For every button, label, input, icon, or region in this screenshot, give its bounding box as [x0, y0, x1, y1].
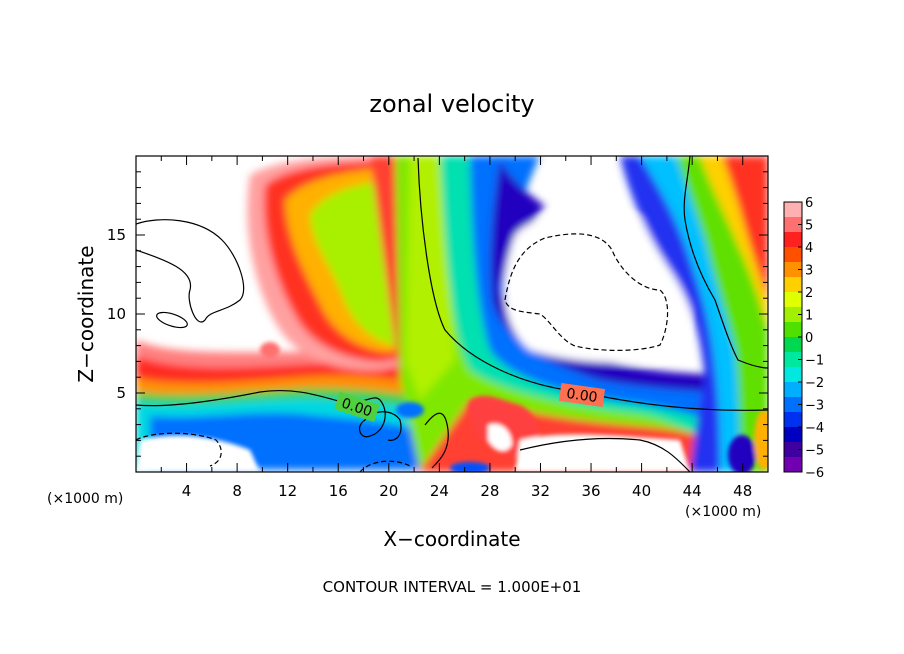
field-detail-layer [136, 342, 768, 472]
colorbar-label: −1 [805, 354, 824, 369]
contour-zero [683, 156, 768, 369]
contour-label-bg [334, 391, 380, 423]
x-tick-label: 40 [632, 482, 651, 500]
y-axis-label: Z−coordinate [74, 245, 98, 382]
colorbar-label: −6 [805, 466, 824, 481]
field-band [722, 156, 768, 300]
field-blob [396, 402, 424, 418]
colorbar-label: 0 [805, 331, 813, 346]
colorbar-label: 2 [805, 286, 813, 301]
contour-label: 0.00 [565, 386, 598, 406]
colorbar-swatch [784, 262, 802, 278]
colorbar-swatch [784, 367, 802, 383]
field-band [440, 156, 768, 470]
y-axis: 5 10 15 [107, 171, 768, 457]
x-tick-label: 36 [581, 482, 600, 500]
contour-positive [136, 219, 245, 323]
y-tick-label: 15 [107, 226, 126, 244]
contour-negative [504, 233, 669, 351]
field-blob [728, 435, 756, 472]
x-tick-label: 28 [480, 482, 499, 500]
chart-title: zonal velocity [369, 90, 534, 118]
colorbar-swatch [784, 277, 802, 293]
colorbar-swatch [784, 247, 802, 263]
x-unit-right: (×1000 m) [685, 504, 761, 520]
velocity-field: 0.00 0.00 [136, 156, 768, 472]
x-tick-label: 48 [733, 482, 752, 500]
y-tick-label: 5 [116, 384, 126, 402]
colorbar-swatch [784, 397, 802, 413]
colorbar-swatch [784, 322, 802, 338]
x-tick-label: 44 [683, 482, 702, 500]
field-blob [260, 342, 280, 358]
contour-label-bg [558, 383, 606, 407]
contour-positive [519, 437, 691, 472]
y-tick-label: 10 [107, 305, 126, 323]
colorbar-swatch [784, 457, 802, 473]
colorbar-label: 5 [805, 219, 813, 234]
colorbar-swatch [784, 217, 802, 233]
contour-negative [359, 460, 411, 472]
colorbar-label: 4 [805, 241, 813, 256]
colorbar-swatch [784, 412, 802, 428]
colorbar-swatch [784, 427, 802, 443]
field-blob [488, 423, 512, 452]
x-tick-label: 32 [531, 482, 550, 500]
colorbar-swatch [784, 382, 802, 398]
colorbar-label: 3 [805, 264, 813, 279]
field-band [504, 215, 690, 363]
field-blob [515, 434, 690, 472]
colorbar-swatch [784, 232, 802, 248]
field-blob [136, 435, 260, 472]
x-tick-label: 16 [329, 482, 348, 500]
contour-zero [424, 412, 449, 469]
colorbar-label: −2 [805, 376, 824, 391]
contour-positive [156, 311, 188, 329]
colorbar-swatch [784, 337, 802, 353]
colorbar-swatch [784, 307, 802, 323]
x-tick-label: 4 [182, 482, 192, 500]
colorbar-swatch [784, 202, 802, 218]
contour-zero [136, 389, 402, 441]
field-band [470, 156, 768, 440]
x-tick-label: 12 [278, 482, 297, 500]
colorbar-label: −3 [805, 399, 824, 414]
contour-negative [136, 432, 222, 467]
colorbar-label: −5 [805, 444, 824, 459]
colorbar-swatch [784, 292, 802, 308]
colorbar-label: −4 [805, 421, 824, 436]
colorbar-swatch [784, 352, 802, 368]
contour-interval-note: CONTOUR INTERVAL = 1.000E+01 [323, 578, 582, 596]
x-tick-label: 24 [430, 482, 449, 500]
x-axis: 4 8 12 16 20 24 28 32 36 40 44 48 [160, 156, 752, 500]
field-blob [450, 462, 490, 472]
x-tick-label: 20 [379, 482, 398, 500]
x-unit-left: (×1000 m) [47, 491, 123, 507]
colorbar-label: 6 [805, 196, 813, 211]
x-axis-label: X−coordinate [383, 527, 520, 551]
contour-lines [136, 156, 768, 472]
colorbar-swatch [784, 442, 802, 458]
colorbar-label: 1 [805, 309, 813, 324]
x-tick-label: 8 [232, 482, 242, 500]
colorbar: 6 5 4 3 2 1 0 −1 −2 −3 −4 −5 −6 [783, 196, 824, 481]
contour-zero [417, 157, 768, 411]
